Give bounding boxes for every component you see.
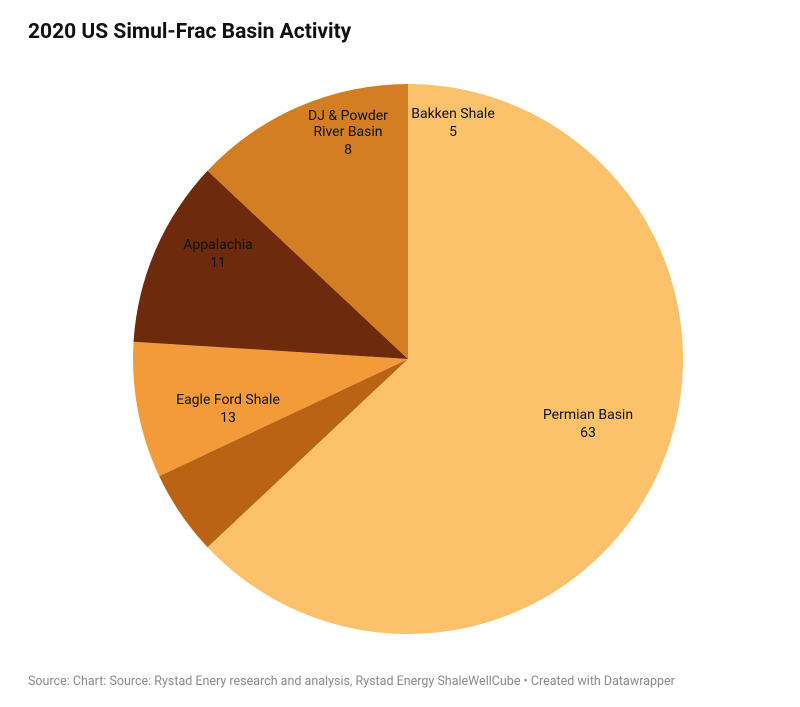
svg-text:13: 13 xyxy=(220,410,236,426)
svg-text:63: 63 xyxy=(580,425,596,441)
source-attribution: Source: Chart: Source: Rystad Enery rese… xyxy=(28,674,772,689)
svg-text:11: 11 xyxy=(210,255,226,271)
svg-text:5: 5 xyxy=(449,124,457,140)
pie-chart: Permian Basin 63 Bakken Shale 5 DJ & PowderR… xyxy=(28,54,772,654)
svg-text:Appalachia: Appalachia xyxy=(183,237,253,253)
svg-text:DJ & Powder: DJ & Powder xyxy=(308,108,388,124)
page-title: 2020 US Simul-Frac Basin Activity xyxy=(28,20,772,44)
svg-text:Permian Basin: Permian Basin xyxy=(543,407,633,423)
svg-text:Eagle Ford Shale: Eagle Ford Shale xyxy=(176,392,280,408)
svg-text:Bakken Shale: Bakken Shale xyxy=(411,106,495,122)
svg-text:8: 8 xyxy=(344,142,352,158)
svg-text:River Basin: River Basin xyxy=(313,124,382,140)
pie-chart-container: Permian Basin 63 Bakken Shale 5 DJ & PowderR… xyxy=(28,54,772,654)
